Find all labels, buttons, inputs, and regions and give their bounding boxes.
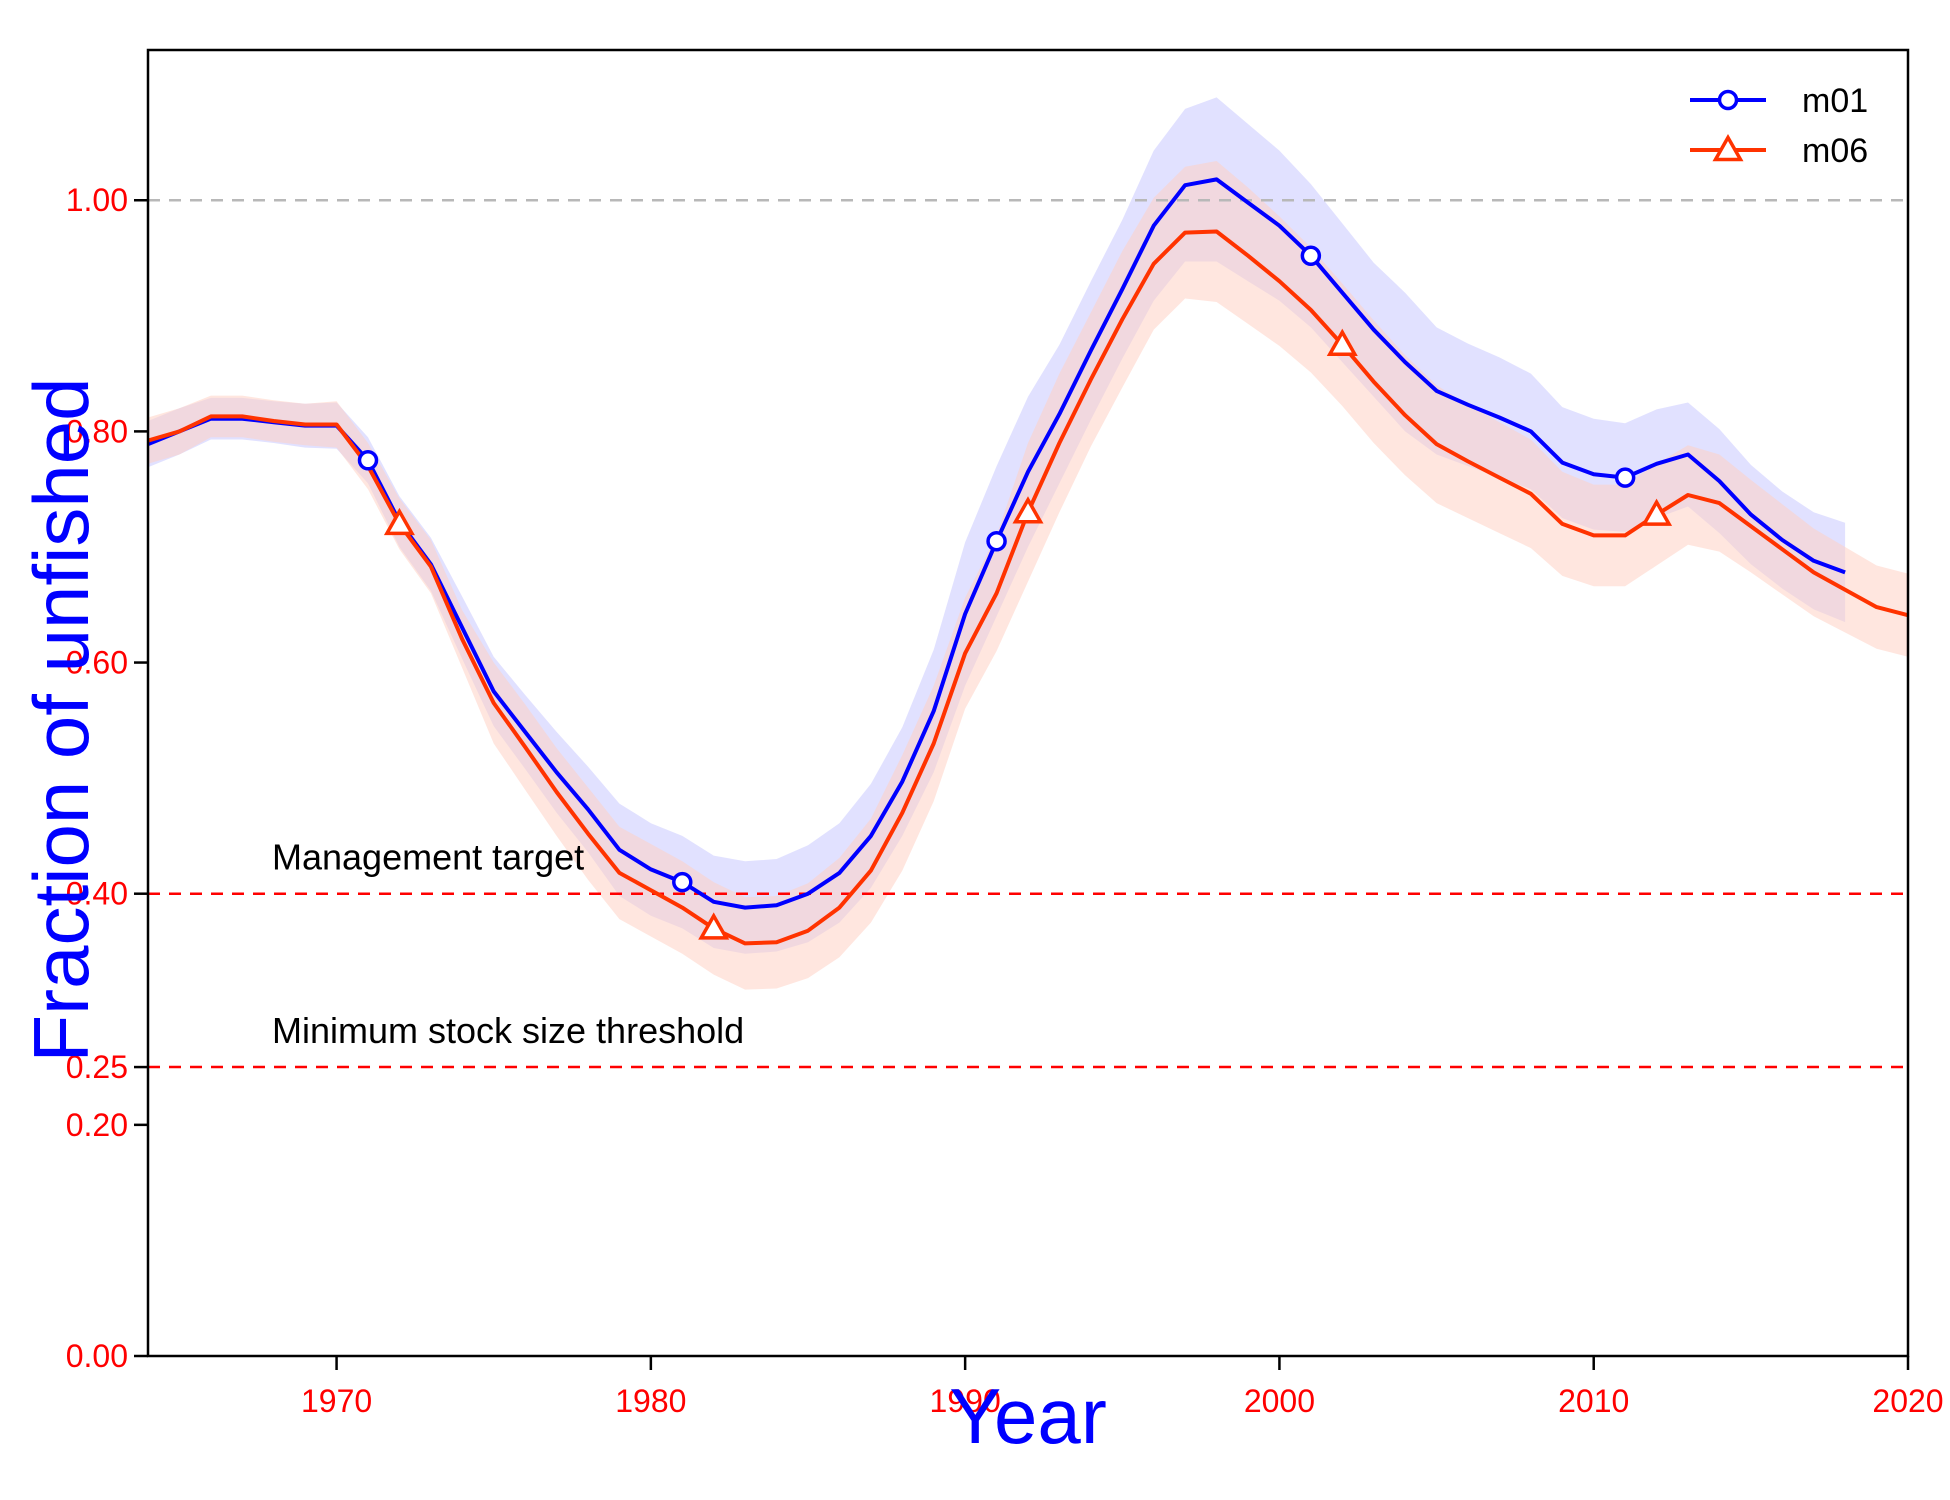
x-tick-label: 2000	[1244, 1383, 1315, 1419]
line-m06	[148, 229, 1908, 946]
plot-frame	[146, 48, 1910, 1358]
x-axis: 1970 1980 1990 2000 2010 2020	[301, 1356, 1944, 1419]
marker-m06	[1641, 498, 1673, 526]
legend-marker-m01	[1717, 89, 1739, 111]
series-markers	[357, 245, 1673, 940]
confidence-bands	[148, 97, 1908, 990]
marker-m06	[1012, 496, 1044, 524]
marker-m06	[383, 507, 415, 536]
y-tick-label: 0.00	[66, 1338, 128, 1374]
reference-label: Minimum stock size threshold	[272, 1010, 744, 1051]
band-m06	[148, 161, 1908, 990]
y-tick-label: 1.00	[66, 182, 128, 218]
legend-label-m01: m01	[1802, 82, 1868, 120]
x-axis-label: Year	[949, 1372, 1107, 1460]
y-tick-label: 0.25	[66, 1049, 128, 1085]
reference-lines: Management target Minimum stock size thre…	[148, 198, 1908, 1069]
legend-marker-m06	[1712, 133, 1744, 162]
y-tick-label: 0.60	[66, 645, 128, 681]
marker-m01	[672, 871, 693, 893]
marker-m06	[698, 912, 730, 940]
marker-m01	[1300, 245, 1322, 266]
y-tick-label: 0.40	[66, 876, 128, 912]
band-m01	[148, 97, 1846, 954]
y-axis: 0.00 0.20 0.25 0.40 0.60 0.80 1.00	[66, 182, 148, 1374]
x-tick-label: 1980	[615, 1383, 686, 1419]
marker-m01	[1614, 467, 1636, 488]
y-tick-label: 0.80	[66, 413, 128, 449]
x-tick-label: 1970	[301, 1383, 372, 1419]
legend-label-m06: m06	[1802, 132, 1868, 170]
marker-m01	[357, 450, 379, 471]
x-tick-label: 1990	[930, 1383, 1001, 1419]
marker-m01	[986, 530, 1007, 552]
y-axis-label: Fraction of unfished	[17, 377, 105, 1062]
reference-label: Management target	[272, 837, 584, 878]
x-tick-label: 2010	[1558, 1383, 1629, 1419]
y-tick-label: 0.20	[66, 1107, 128, 1143]
marker-m06	[1326, 328, 1358, 356]
x-tick-label: 2020	[1872, 1383, 1943, 1419]
